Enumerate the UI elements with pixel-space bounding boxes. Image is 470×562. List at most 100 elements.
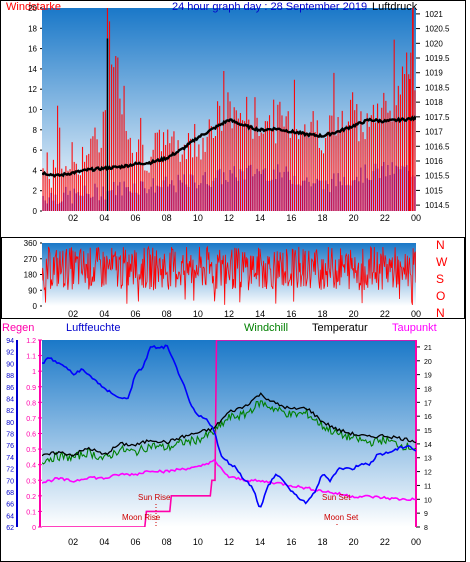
- x-tick-label-bot: 02: [68, 537, 78, 547]
- temp-tick-label: 9: [424, 511, 428, 518]
- pressure-y-tick-label: 1014.5: [425, 201, 450, 210]
- wind-y-tick-label: 8: [33, 126, 38, 135]
- legend-windchill: Windchill: [244, 322, 288, 334]
- pressure-y-tick-label: 1020: [425, 39, 443, 48]
- x-tick-label-top: 22: [380, 213, 390, 223]
- rain-tick-label: 1.1: [26, 354, 36, 361]
- sun-moon-annotations: Sun Rise Moon Rise Sun Set Moon Set: [122, 493, 359, 527]
- wind-marks: [42, 8, 416, 211]
- pressure-y-tick-label: 1018.5: [425, 83, 450, 92]
- humidity-tick-label: 64: [6, 513, 14, 520]
- rain-tick-label: 0.9: [26, 385, 36, 392]
- direction-marks: [42, 245, 416, 305]
- direction-y-tick-label: 180: [24, 271, 38, 280]
- humidity-tick-label: 68: [6, 490, 14, 497]
- dewpoint-line: [42, 459, 416, 501]
- pressure-y-tick-label: 1016: [425, 157, 443, 166]
- middle-frame: [1, 237, 465, 319]
- pressure-axis-title: Luftdruck: [372, 1, 418, 13]
- temp-tick-label: 18: [424, 386, 432, 393]
- wind-plot-area: [42, 8, 416, 211]
- moon-rise-label: Moon Rise: [122, 513, 161, 522]
- climate-plot-area: [42, 340, 416, 527]
- x-tick-label-mid: 22: [380, 309, 390, 319]
- x-tick-label-bot: 12: [224, 537, 234, 547]
- compass-letter: S: [436, 272, 444, 286]
- rain-line: [42, 340, 416, 527]
- humidity-tick-label: 62: [6, 525, 14, 532]
- direction-line: [42, 245, 416, 305]
- compass-letter: N: [436, 306, 445, 320]
- humidity-tick-label: 92: [6, 350, 14, 357]
- direction-y-tick-label: 0: [33, 302, 38, 311]
- temp-tick-label: 8: [424, 525, 428, 532]
- humidity-tick-label: 82: [6, 408, 14, 415]
- pressure-y-tick-label: 1018: [425, 98, 443, 107]
- temp-tick-label: 12: [424, 470, 432, 477]
- rain-tick-label: 0.1: [26, 509, 36, 516]
- wind-y-tick-label: 18: [28, 24, 37, 33]
- climate-marks: [42, 340, 416, 527]
- x-tick-label-bot: 00: [411, 537, 421, 547]
- rain-tick-label: 0.6: [26, 432, 36, 439]
- humidity-tick-label: 88: [6, 373, 14, 380]
- legend-temperature: Temperatur: [312, 322, 368, 334]
- temperature-line: [42, 392, 416, 457]
- rain-tick-label: 0.2: [26, 494, 36, 501]
- pressure-y-tick-label: 1017: [425, 128, 443, 137]
- humidity-tick-label: 78: [6, 432, 14, 439]
- pressure-y-tick-label: 1020.5: [425, 25, 450, 34]
- humidity-tick-label: 84: [6, 396, 14, 403]
- temp-tick-label: 11: [424, 483, 431, 490]
- x-tick-label-top: 06: [130, 213, 140, 223]
- axes: 0202020404040606060808081010101212121414…: [6, 4, 450, 547]
- sun-rise-label: Sun Rise: [138, 493, 171, 502]
- x-tick-label-bot: 16: [286, 537, 296, 547]
- wind-y-tick-label: 16: [28, 45, 37, 54]
- x-tick-label-bot: 06: [130, 537, 140, 547]
- rain-tick-label: 1.2: [26, 338, 36, 345]
- wind-y-tick-label: 14: [28, 65, 37, 74]
- x-tick-label-mid: 02: [68, 309, 78, 319]
- pressure-y-tick-label: 1015: [425, 186, 443, 195]
- direction-y-tick-label: 360: [24, 239, 38, 248]
- x-tick-label-bot: 08: [162, 537, 172, 547]
- wind-y-tick-label: 2: [33, 187, 38, 196]
- x-tick-label-mid: 12: [224, 309, 234, 319]
- x-tick-label-mid: 20: [349, 309, 359, 319]
- pressure-y-tick-label: 1017.5: [425, 113, 450, 122]
- temp-tick-label: 17: [424, 400, 432, 407]
- wind-axis-title: Windstarke: [6, 1, 61, 13]
- windchill-line: [42, 400, 416, 465]
- x-tick-label-mid: 00: [411, 309, 421, 319]
- pressure-line: [42, 115, 416, 178]
- temp-tick-label: 15: [424, 428, 432, 435]
- x-tick-label-top: 20: [349, 213, 359, 223]
- x-tick-label-top: 04: [99, 213, 109, 223]
- direction-y-tick-label: 90: [28, 286, 37, 295]
- compass-letter: N: [436, 238, 445, 252]
- x-tick-label-mid: 06: [130, 309, 140, 319]
- chart-title: 24 hour graph day : 28 September 2019: [172, 1, 367, 13]
- legend-humidity: Luftfeuchte: [66, 322, 120, 334]
- temp-tick-label: 13: [424, 456, 432, 463]
- temp-tick-label: 19: [424, 373, 432, 380]
- humidity-tick-label: 86: [6, 385, 14, 392]
- x-tick-label-top: 10: [193, 213, 203, 223]
- x-tick-label-mid: 08: [162, 309, 172, 319]
- x-tick-label-top: 14: [255, 213, 265, 223]
- humidity-tick-label: 66: [6, 502, 14, 509]
- x-tick-label-top: 00: [411, 213, 421, 223]
- x-tick-label-bot: 10: [193, 537, 203, 547]
- humidity-tick-label: 74: [6, 455, 14, 462]
- rain-tick-label: 0.3: [26, 478, 36, 485]
- x-tick-label-top: 16: [286, 213, 296, 223]
- sun-set-label: Sun Set: [322, 493, 351, 502]
- direction-y-tick-label: 270: [24, 255, 38, 264]
- legend-dewpoint: Taupunkt: [392, 322, 437, 334]
- rain-tick-label: 0: [32, 525, 36, 532]
- rain-tick-label: 1: [32, 369, 36, 376]
